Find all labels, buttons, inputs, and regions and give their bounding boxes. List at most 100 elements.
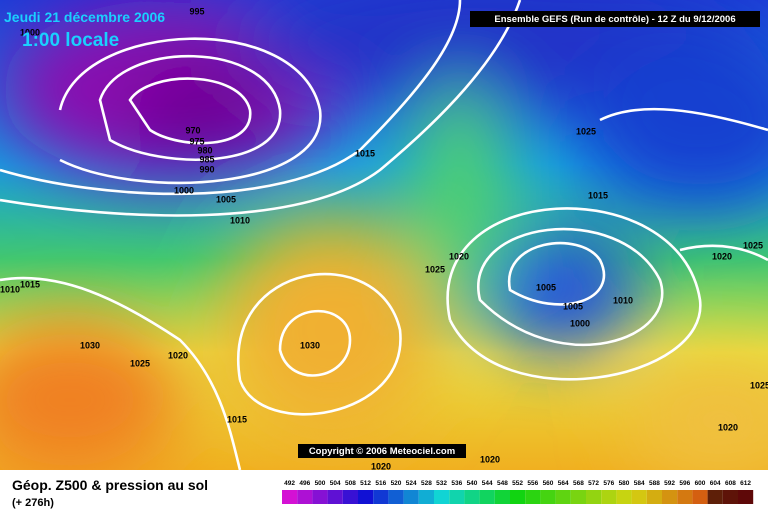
scale-label: 532 xyxy=(436,480,447,487)
isobar-label: 1020 xyxy=(449,251,469,261)
field xyxy=(0,0,768,470)
scale-label: 504 xyxy=(330,480,341,487)
scale-swatch xyxy=(555,490,571,504)
scale-swatch xyxy=(282,490,298,504)
scale-swatch xyxy=(358,490,374,504)
scale-swatch xyxy=(479,490,495,504)
isobar-label: 985 xyxy=(199,154,214,164)
scale-swatch xyxy=(738,490,754,504)
scale-label: 584 xyxy=(634,480,645,487)
scale-label: 580 xyxy=(619,480,630,487)
scale-swatch xyxy=(388,490,404,504)
scale-label: 604 xyxy=(710,480,721,487)
scale-label: 544 xyxy=(482,480,493,487)
scale-swatch xyxy=(312,490,328,504)
isobar-label: 1015 xyxy=(588,190,608,200)
scale-label: 508 xyxy=(345,480,356,487)
scale-swatch xyxy=(418,490,434,504)
model: Ensemble GEFS (Run de contrôle) - 12 Z d… xyxy=(494,14,735,25)
scale-label: 600 xyxy=(695,480,706,487)
isobar-label: 1020 xyxy=(168,350,188,360)
scale-label: 552 xyxy=(512,480,523,487)
scale-swatch xyxy=(327,490,343,504)
isobar-label: 1000 xyxy=(20,27,40,37)
scale-label: 540 xyxy=(467,480,478,487)
isobar-label: 1030 xyxy=(80,340,100,350)
isobar-label: 975 xyxy=(189,136,204,146)
footer-title: Géop. Z500 & pression au sol xyxy=(12,477,208,493)
scale-swatch xyxy=(434,490,450,504)
isobar-label: 1020 xyxy=(718,422,738,432)
scale-label: 500 xyxy=(315,480,326,487)
scale-swatch xyxy=(342,490,358,504)
date: Jeudi 21 décembre 2006 xyxy=(4,9,165,25)
isobar-label: 1010 xyxy=(230,215,250,225)
scale-swatch xyxy=(510,490,526,504)
isobar-label: 1000 xyxy=(570,318,590,328)
scale-swatch xyxy=(586,490,602,504)
isobar-label: 1025 xyxy=(576,126,596,136)
isobar-label: 1015 xyxy=(355,148,375,158)
isobar-label: 1015 xyxy=(227,414,247,424)
isobar-label: 1025 xyxy=(425,264,445,274)
isobar-label: 1015 xyxy=(20,279,40,289)
scale-swatch xyxy=(570,490,586,504)
isobar-label: 980 xyxy=(197,145,212,155)
copyright-box xyxy=(298,444,466,458)
scale-swatch xyxy=(373,490,389,504)
scale-label: 564 xyxy=(558,480,569,487)
isobar-label: 1020 xyxy=(480,454,500,464)
scale-swatch xyxy=(525,490,541,504)
scale-label: 592 xyxy=(664,480,675,487)
scale-label: 568 xyxy=(573,480,584,487)
copyright: Copyright © 2006 Meteociel.com xyxy=(309,446,455,457)
scale-swatch xyxy=(646,490,662,504)
isobar-label: 1030 xyxy=(300,340,320,350)
isobar-label: 1005 xyxy=(216,194,236,204)
scale-label: 492 xyxy=(284,480,295,487)
isobar-label: 1020 xyxy=(371,461,391,471)
scale-label: 596 xyxy=(679,480,690,487)
scale-label: 556 xyxy=(527,480,538,487)
isobar-label: 1005 xyxy=(563,301,583,311)
scale-swatch xyxy=(494,490,510,504)
scale-label: 516 xyxy=(375,480,386,487)
isobar-label: 1025 xyxy=(130,358,150,368)
scale-label: 528 xyxy=(421,480,432,487)
isobar-label: 1025 xyxy=(743,240,763,250)
scale-swatch xyxy=(449,490,465,504)
isobar-label: 1010 xyxy=(613,295,633,305)
scale-swatch xyxy=(707,490,723,504)
scale-label: 612 xyxy=(740,480,751,487)
scale-swatch xyxy=(722,490,738,504)
scale-label: 588 xyxy=(649,480,660,487)
scale-label: 548 xyxy=(497,480,508,487)
scale-swatch xyxy=(692,490,708,504)
isobar-label: 970 xyxy=(185,125,200,135)
isobar-label: 1025 xyxy=(750,380,768,390)
model-box xyxy=(470,11,760,27)
footer-lead: (+ 276h) xyxy=(12,497,54,509)
scale-swatch xyxy=(540,490,556,504)
scale-label: 572 xyxy=(588,480,599,487)
scale-swatch xyxy=(601,490,617,504)
scale-swatch xyxy=(677,490,693,504)
scale-label: 576 xyxy=(603,480,614,487)
scale-label: 560 xyxy=(543,480,554,487)
scale-label: 496 xyxy=(299,480,310,487)
isobar-label: 990 xyxy=(199,164,214,174)
scale-swatch xyxy=(662,490,678,504)
scale-swatch xyxy=(297,490,313,504)
scale-label: 512 xyxy=(360,480,371,487)
isobar-label: 1005 xyxy=(536,282,556,292)
scale-swatch xyxy=(631,490,647,504)
isobar-label: 1020 xyxy=(712,251,732,261)
scale-label: 608 xyxy=(725,480,736,487)
isobar-label: 995 xyxy=(189,6,204,16)
scale-label: 536 xyxy=(451,480,462,487)
scale-label: 520 xyxy=(391,480,402,487)
scale-swatch xyxy=(616,490,632,504)
scale-swatch xyxy=(464,490,480,504)
